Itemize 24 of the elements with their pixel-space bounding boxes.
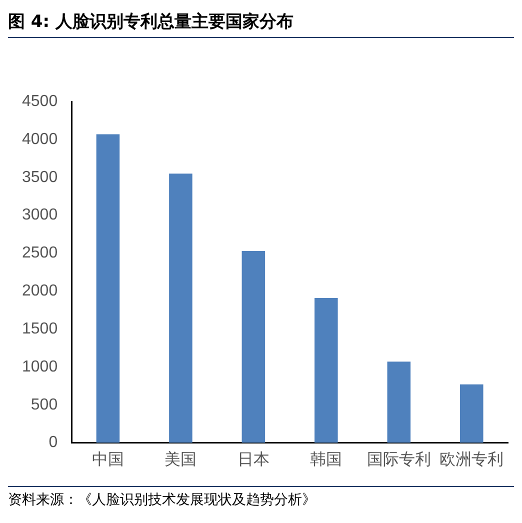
y-tick-label: 500: [30, 396, 58, 414]
y-tick-label: 0: [48, 434, 58, 452]
x-tick-label: 欧洲专利: [440, 450, 504, 469]
bar: [460, 384, 484, 443]
bar: [387, 362, 411, 443]
bar: [96, 134, 120, 443]
x-tick-label: 中国: [92, 450, 124, 469]
y-tick-label: 4000: [22, 130, 58, 148]
y-tick-label: 3000: [22, 206, 58, 224]
y-tick-label: 2500: [22, 244, 58, 262]
y-tick-label: 1000: [22, 358, 58, 376]
y-tick-label: 1500: [22, 320, 58, 338]
x-tick-label: 韩国: [310, 450, 342, 469]
text: 资料来源：《人脸识别技术发展现状及趋势分析》: [8, 487, 514, 509]
x-tick-label: 日本: [237, 450, 270, 469]
chart-title: 图 4: 人脸识别专利总量主要国家分布: [8, 8, 514, 38]
y-tick-label: 3500: [22, 168, 58, 186]
y-tick-label: 4500: [22, 93, 58, 110]
bar: [314, 298, 338, 443]
y-tick-label: 2000: [22, 282, 58, 300]
bar: [242, 250, 266, 443]
bar: [169, 174, 192, 443]
x-tick-label: 国际专利: [366, 450, 431, 469]
x-tick-label: 美国: [164, 450, 197, 469]
